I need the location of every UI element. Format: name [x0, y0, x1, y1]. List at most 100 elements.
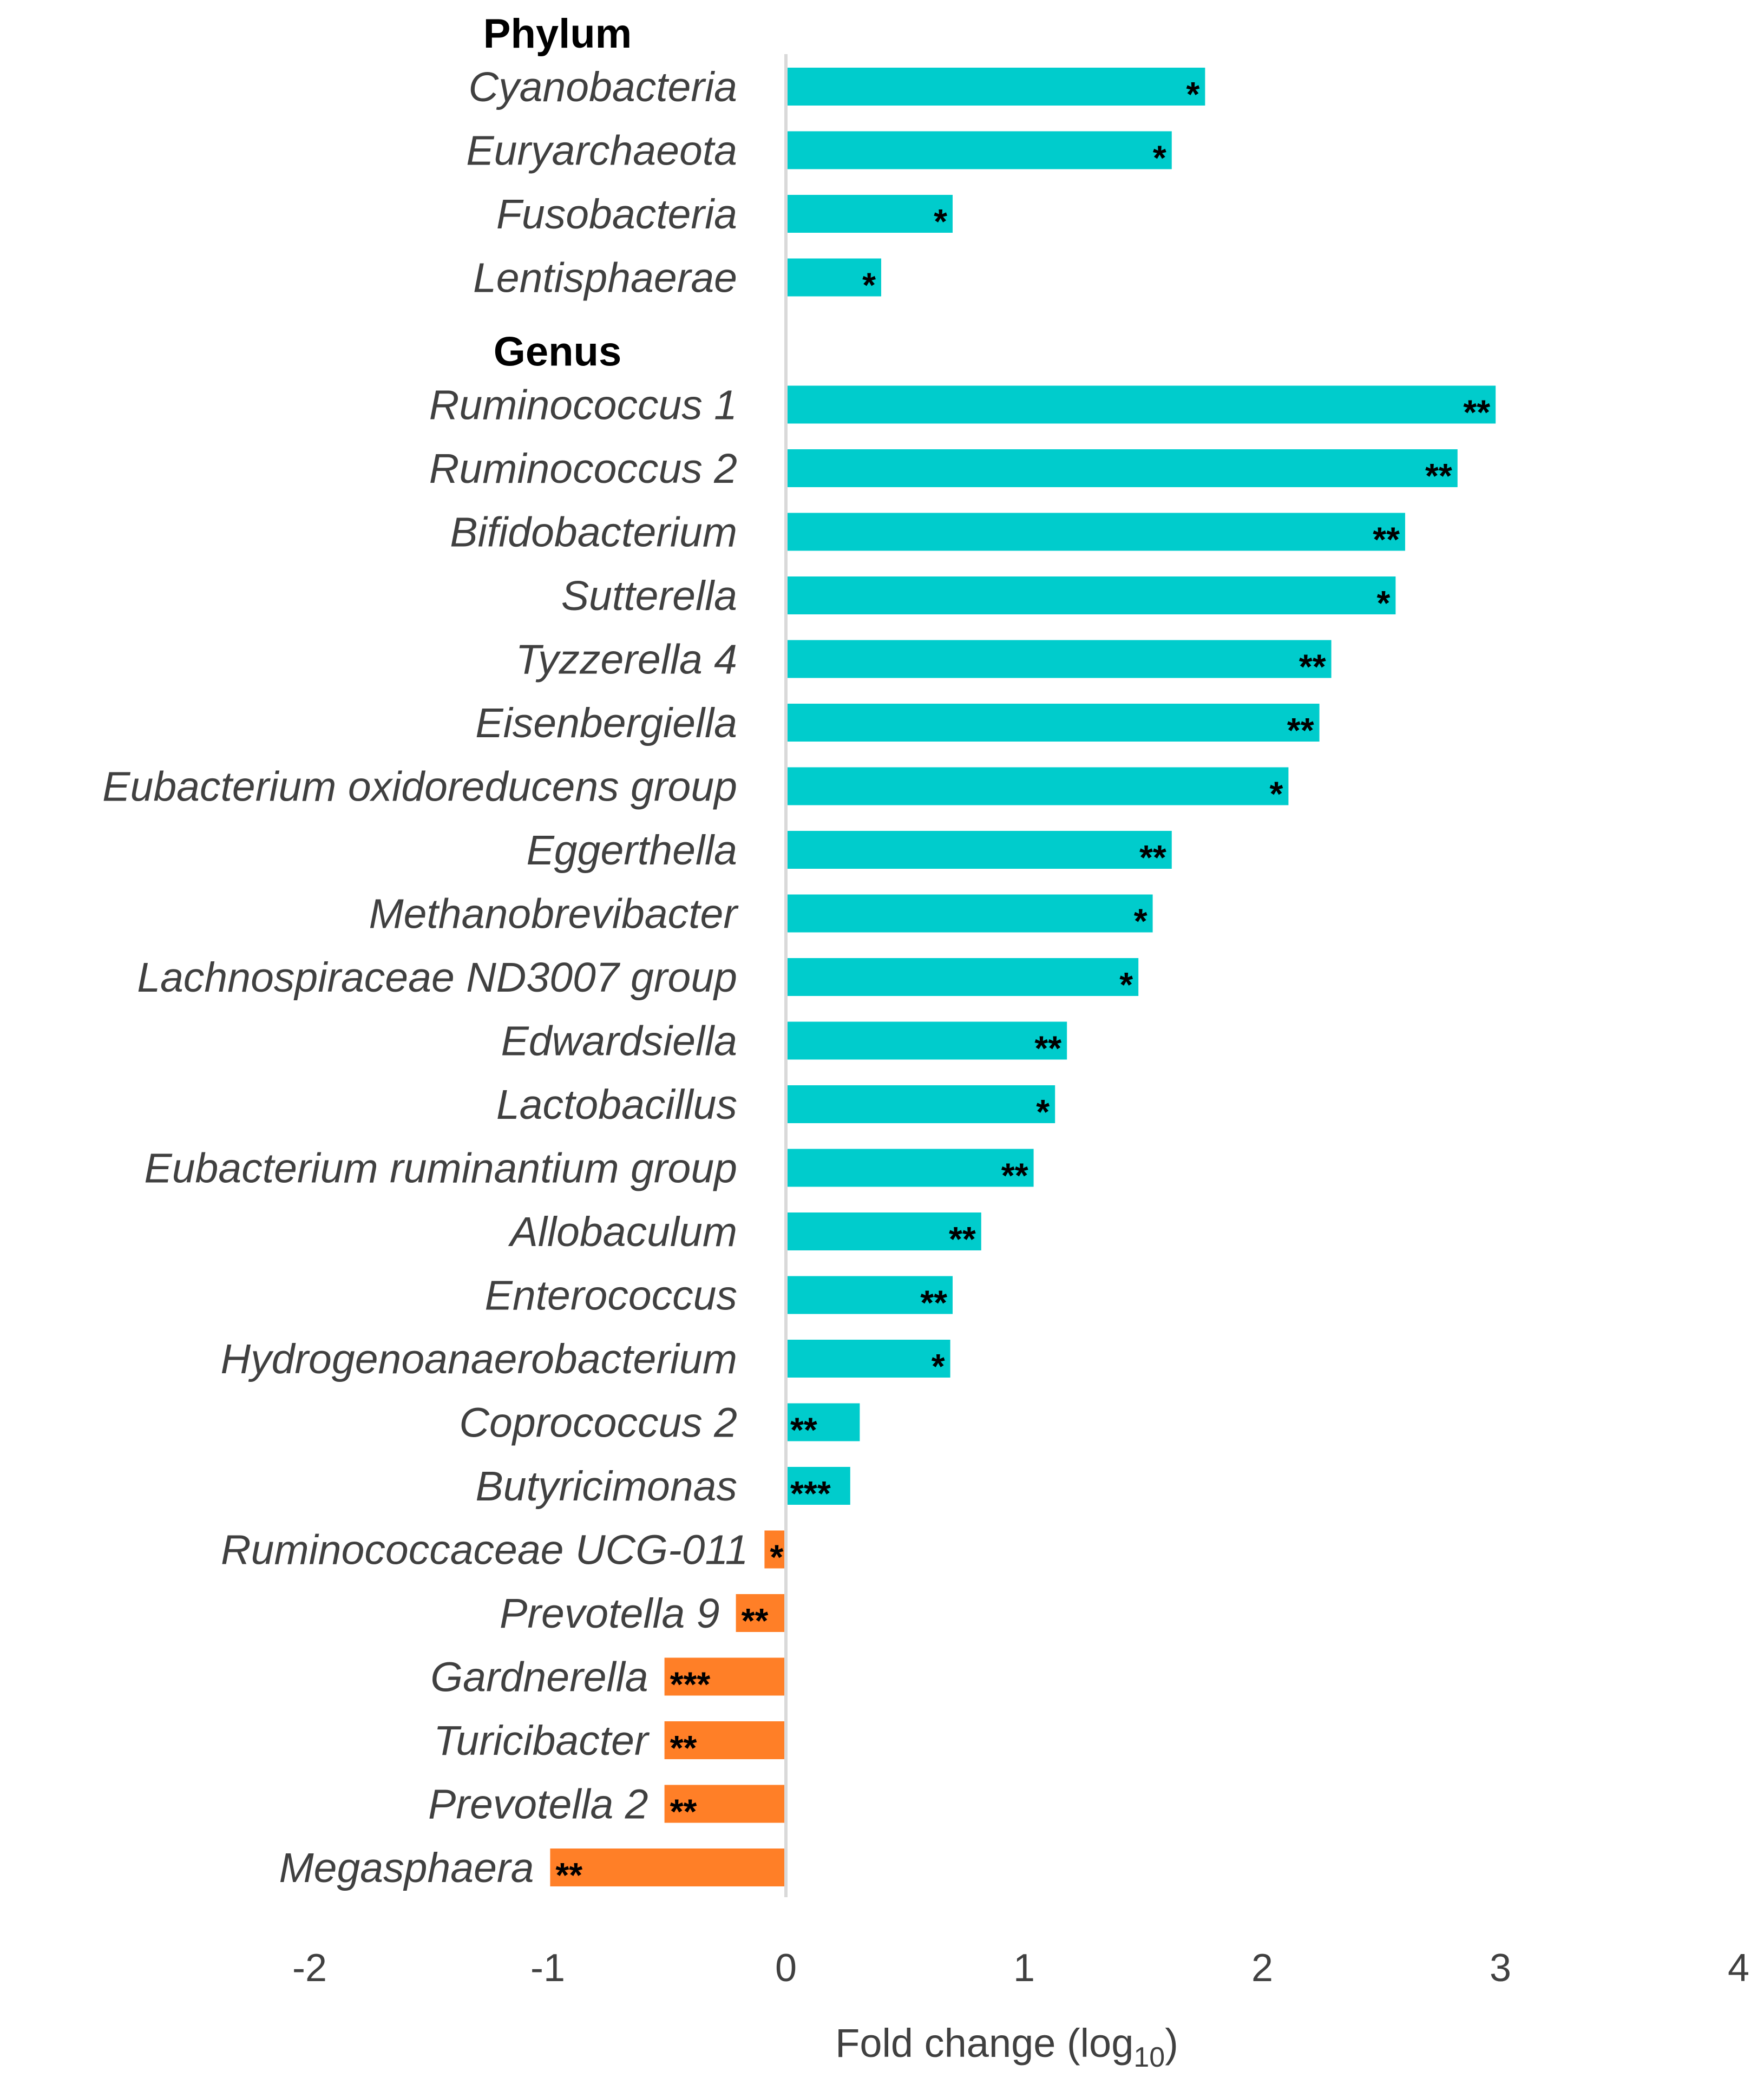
- bar-fusobacteria: [786, 195, 953, 233]
- bar-ruminococcaceae-ucg-011: [764, 1530, 786, 1569]
- bar-eubacterium-ruminantium-group: [786, 1149, 1034, 1187]
- bar-butyricimonas: [786, 1467, 850, 1505]
- x-tick-label: 3: [1490, 1946, 1511, 1990]
- category-label: Coprococcus 2: [459, 1400, 737, 1446]
- bar-cyanobacteria: [786, 68, 1205, 106]
- significance-mark: **: [1425, 456, 1452, 495]
- category-label: Lachnospiraceae ND3007 group: [137, 954, 737, 1001]
- significance-mark: *: [862, 266, 876, 305]
- x-axis-title: Fold change (log10): [835, 2021, 1178, 2073]
- category-label: Allobaculum: [508, 1209, 737, 1255]
- category-label: Eggerthella: [526, 827, 737, 874]
- group-title-genus: Genus: [494, 329, 622, 375]
- significance-mark: **: [670, 1728, 697, 1767]
- significance-mark: **: [949, 1220, 976, 1258]
- category-label: Gardnerella: [430, 1654, 648, 1701]
- bar-gardnerella: [664, 1657, 786, 1696]
- significance-mark: **: [1139, 838, 1166, 877]
- significance-mark: **: [1287, 711, 1314, 750]
- category-label: Cyanobacteria: [468, 64, 737, 110]
- x-tick-label: -1: [530, 1946, 565, 1990]
- bar-megasphaera: [550, 1849, 786, 1886]
- category-label: Bifidobacterium: [450, 509, 737, 556]
- category-label: Lactobacillus: [496, 1081, 737, 1128]
- significance-mark: **: [555, 1856, 582, 1895]
- category-label: Butyricimonas: [475, 1463, 737, 1510]
- significance-mark: ***: [790, 1474, 831, 1513]
- category-label: Edwardsiella: [501, 1018, 737, 1065]
- category-label: Fusobacteria: [496, 191, 737, 238]
- category-label: Eubacterium ruminantium group: [144, 1145, 737, 1192]
- significance-mark: *: [932, 1347, 945, 1386]
- category-label: Ruminococcus 1: [429, 382, 737, 429]
- bars-layer: [550, 68, 1496, 1886]
- bar-sutterella: [786, 576, 1396, 614]
- significance-mark: **: [1001, 1156, 1028, 1195]
- category-label: Hydrogenoanaerobacterium: [220, 1336, 737, 1382]
- significance-mark: *: [1269, 775, 1283, 814]
- bar-bifidobacterium: [786, 513, 1405, 551]
- significance-mark: **: [1034, 1029, 1061, 1068]
- significance-mark: *: [1119, 965, 1133, 1004]
- category-label: Eisenbergiella: [475, 700, 737, 746]
- group-title-phylum: Phylum: [483, 11, 632, 57]
- x-tick-labels-layer: -2 -1 0 1 2 3 4: [292, 1946, 1749, 1990]
- significance-layer: ****************************************…: [555, 75, 1490, 1895]
- significance-mark: **: [1299, 647, 1326, 686]
- category-label: Tyzzerella 4: [516, 637, 737, 683]
- bar-turicibacter: [664, 1721, 786, 1759]
- x-tick-label: 0: [775, 1946, 797, 1990]
- x-axis-title-subscript: 10: [1133, 2042, 1165, 2073]
- category-label: Ruminococcus 2: [429, 445, 737, 492]
- bar-eisenbergiella: [786, 704, 1320, 742]
- significance-mark: ***: [670, 1665, 711, 1704]
- bar-tyzzerella-4: [786, 640, 1332, 678]
- bar-eubacterium-oxidoreducens-group: [786, 767, 1289, 805]
- bar-lactobacillus: [786, 1085, 1055, 1123]
- x-tick-label: 2: [1251, 1946, 1273, 1990]
- bar-allobaculum: [786, 1212, 981, 1250]
- significance-mark: **: [670, 1792, 697, 1831]
- significance-mark: *: [934, 202, 947, 241]
- category-label: Lentisphaerae: [473, 255, 737, 301]
- significance-mark: *: [1153, 139, 1166, 178]
- bar-edwardsiella: [786, 1021, 1067, 1060]
- significance-mark: *: [1376, 584, 1390, 622]
- category-label: Prevotella 2: [428, 1781, 648, 1828]
- bar-hydrogenoanaerobacterium: [786, 1340, 950, 1378]
- significance-mark: **: [1463, 393, 1490, 432]
- category-label: Euryarchaeota: [466, 128, 737, 174]
- bar-euryarchaeota: [786, 131, 1172, 169]
- category-label: Ruminococcaceae UCG-011: [221, 1527, 748, 1574]
- category-label: Sutterella: [561, 573, 737, 619]
- category-label: Prevotella 9: [500, 1590, 720, 1637]
- bar-coprococcus-2: [786, 1403, 860, 1441]
- bar-prevotella-2: [664, 1785, 786, 1823]
- significance-mark: **: [742, 1601, 769, 1640]
- significance-mark: **: [920, 1283, 947, 1322]
- category-labels-layer: Phylum Genus Cyanobacteria Euryarchaeota Fus…: [102, 11, 748, 1891]
- category-label: Megasphaera: [279, 1845, 534, 1891]
- bar-enterococcus: [786, 1276, 953, 1314]
- bar-methanobrevibacter: [786, 894, 1153, 933]
- bar-lentisphaerae: [786, 258, 881, 297]
- significance-mark: *: [1134, 902, 1147, 941]
- bar-prevotella-9: [736, 1594, 786, 1632]
- x-axis-title-text: Fold change (log: [835, 2021, 1133, 2066]
- x-tick-label: 4: [1728, 1946, 1749, 1990]
- x-tick-label: 1: [1013, 1946, 1035, 1990]
- significance-mark: **: [1373, 520, 1400, 559]
- category-label: Methanobrevibacter: [369, 891, 739, 938]
- category-label: Eubacterium oxidoreducens group: [102, 764, 737, 810]
- x-axis-title-close: ): [1165, 2021, 1178, 2066]
- x-tick-label: -2: [292, 1946, 327, 1990]
- bar-eggerthella: [786, 831, 1172, 869]
- category-label: Turicibacter: [434, 1718, 650, 1764]
- bar-ruminococcus-2: [786, 449, 1458, 487]
- bar-lachnospiraceae-nd3007-group: [786, 958, 1139, 996]
- bar-ruminococcus-1: [786, 385, 1496, 424]
- category-label: Enterococcus: [484, 1273, 737, 1319]
- significance-mark: **: [790, 1411, 817, 1450]
